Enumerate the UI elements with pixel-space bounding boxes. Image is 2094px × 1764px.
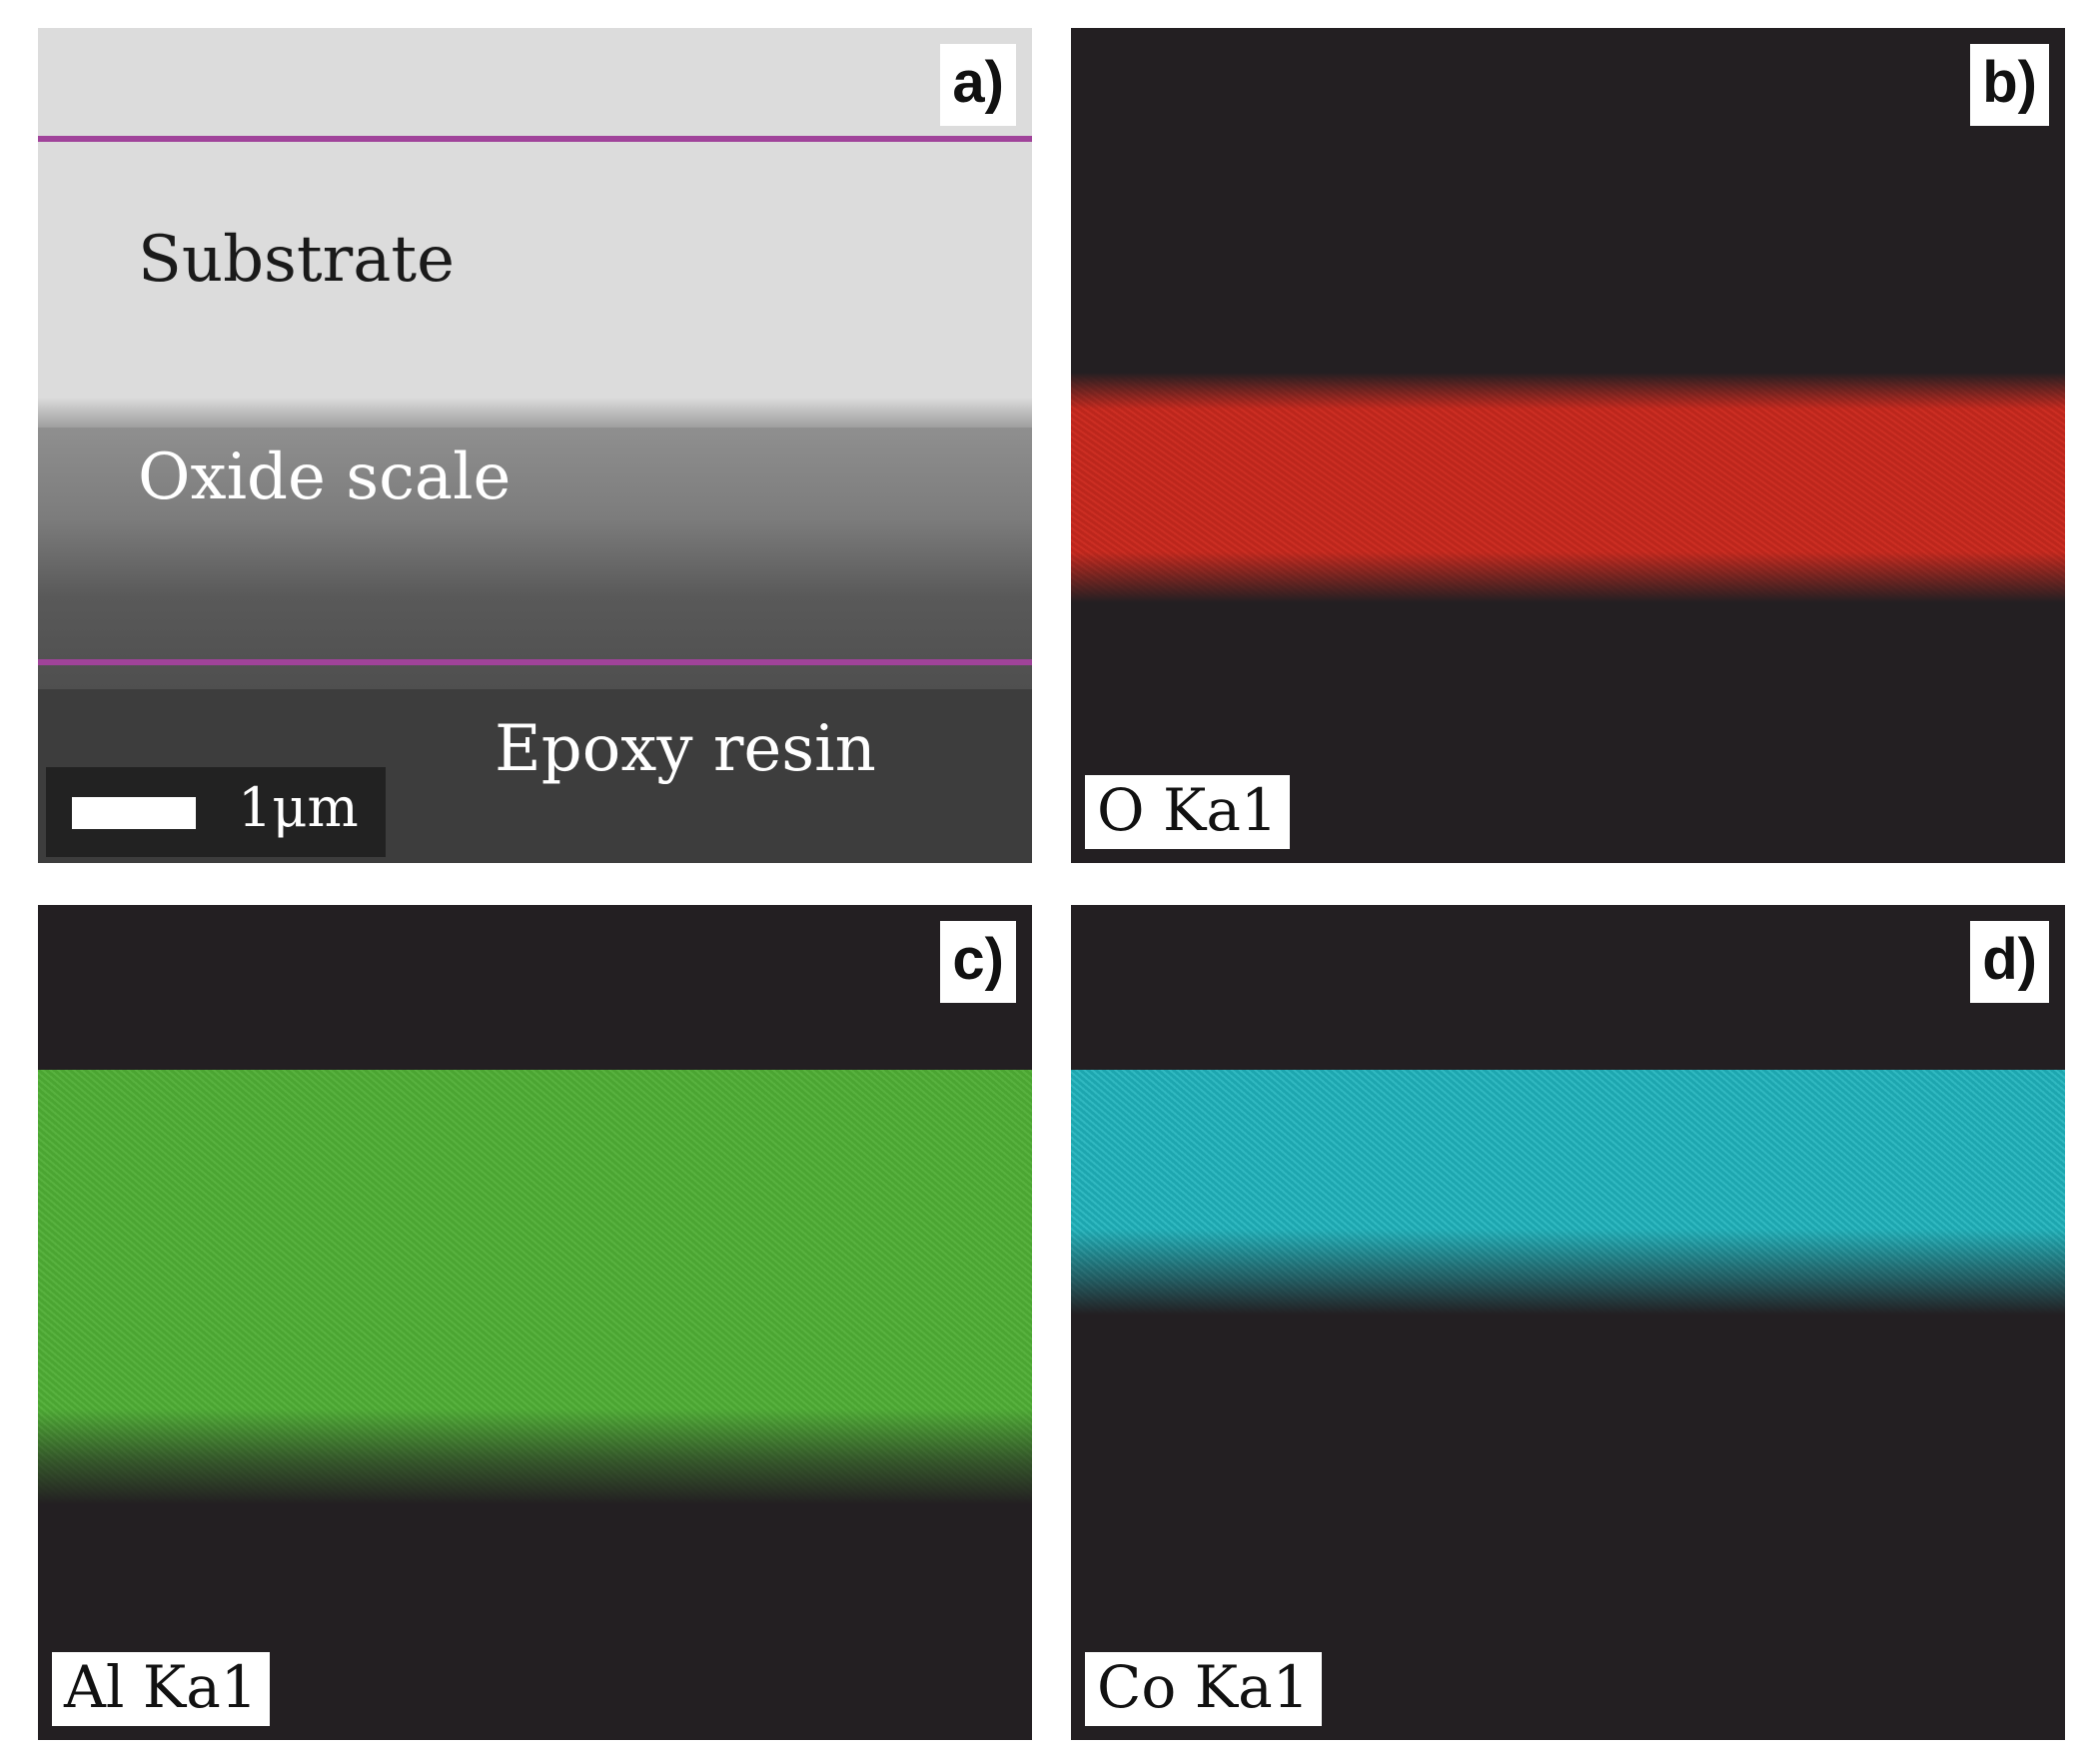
oxide-scale-region [38,428,1032,689]
element-label-al: Al Ka1 [52,1652,270,1726]
oxygen-map-panel: b) O Ka1 [1071,28,2065,863]
panel-letter-b: b) [1970,44,2049,126]
scale-bar-box: 1μm [46,767,386,857]
substrate-label: Substrate [138,223,455,297]
boundary-line-bottom [38,659,1032,665]
boundary-line-top [38,136,1032,142]
cobalt-signal-band [1071,1070,2065,1315]
cobalt-map-panel: d) Co Ka1 [1071,905,2065,1740]
element-label-o: O Ka1 [1085,775,1290,849]
aluminium-map-panel: c) Al Ka1 [38,905,1032,1740]
panel-letter-a: a) [940,44,1016,126]
sem-image-panel: Substrate Oxide scale Epoxy resin 1μm a) [38,28,1032,863]
epoxy-resin-label: Epoxy resin [495,712,876,786]
element-label-co: Co Ka1 [1085,1652,1322,1726]
oxide-scale-label: Oxide scale [138,441,512,514]
substrate-region [38,28,1032,398]
panel-letter-c: c) [940,921,1016,1003]
scale-bar-label: 1μm [238,776,359,839]
panel-letter-d: d) [1970,921,2049,1003]
aluminium-signal-band [38,1070,1032,1504]
oxygen-signal-band [1071,373,2065,602]
scale-bar [72,797,196,829]
